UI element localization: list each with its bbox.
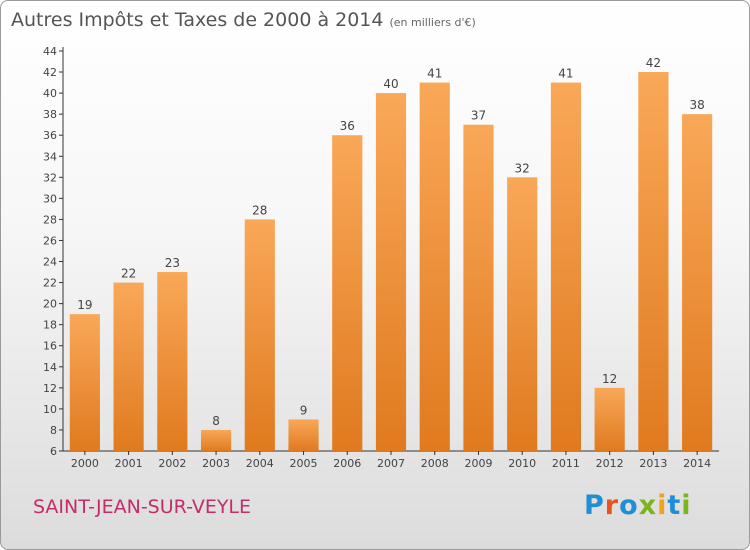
y-tick-label: 22 — [43, 277, 57, 290]
y-tick-label: 24 — [43, 256, 57, 269]
chart-title: Autres Impôts et Taxes de 2000 à 2014 (en… — [11, 9, 476, 31]
y-tick-label: 16 — [43, 340, 57, 353]
y-tick-label: 6 — [50, 445, 57, 458]
data-label: 12 — [602, 372, 617, 386]
bar — [682, 114, 713, 451]
y-tick-label: 44 — [43, 45, 57, 58]
y-tick-label: 26 — [43, 234, 57, 247]
bar — [288, 419, 319, 451]
y-tick-label: 20 — [43, 298, 57, 311]
x-tick-label: 2011 — [552, 457, 580, 470]
bar — [69, 314, 100, 451]
bar — [244, 219, 275, 451]
logo-letter: i — [657, 490, 668, 521]
logo-letter: i — [681, 490, 692, 521]
x-tick-label: 2008 — [421, 457, 449, 470]
data-label: 42 — [646, 56, 661, 70]
y-tick-label: 30 — [43, 192, 57, 205]
x-tick-label: 2014 — [683, 457, 711, 470]
title-text: Autres Impôts et Taxes de 2000 à 2014 — [11, 9, 384, 31]
data-label: 19 — [77, 298, 92, 312]
data-label: 8 — [212, 414, 220, 428]
x-tick-label: 2002 — [158, 457, 186, 470]
place-name: SAINT-JEAN-SUR-VEYLE — [33, 496, 252, 518]
y-tick-label: 10 — [43, 403, 57, 416]
logo-letter: r — [604, 490, 620, 521]
y-tick-label: 14 — [43, 361, 57, 374]
data-label: 28 — [252, 203, 267, 217]
bar — [332, 135, 363, 452]
bar — [200, 429, 232, 451]
y-tick-label: 8 — [50, 424, 57, 437]
data-label: 32 — [515, 161, 530, 175]
y-tick-label: 38 — [43, 108, 57, 121]
x-tick-label: 2006 — [333, 457, 361, 470]
x-tick-label: 2009 — [464, 457, 492, 470]
data-label: 38 — [689, 98, 704, 112]
x-tick-label: 2012 — [596, 457, 624, 470]
data-label: 37 — [471, 109, 486, 123]
data-label: 41 — [427, 67, 442, 81]
proxiti-logo: Proxiti — [584, 490, 692, 521]
y-tick-label: 34 — [43, 150, 57, 163]
bar — [463, 124, 494, 452]
y-tick-label: 12 — [43, 382, 57, 395]
logo-letter: t — [667, 490, 682, 521]
x-tick-label: 2004 — [246, 457, 274, 470]
y-tick-label: 18 — [43, 319, 57, 332]
bar — [113, 282, 144, 451]
logo-letter: o — [619, 490, 639, 521]
y-tick-label: 36 — [43, 129, 57, 142]
x-tick-label: 2013 — [639, 457, 667, 470]
bar — [638, 72, 669, 451]
y-tick-label: 32 — [43, 171, 57, 184]
bar — [419, 82, 450, 451]
bar — [157, 272, 188, 451]
x-tick-label: 2005 — [290, 457, 318, 470]
data-label: 9 — [300, 403, 308, 417]
data-label: 22 — [121, 267, 136, 281]
y-tick-label: 28 — [43, 213, 57, 226]
data-label: 40 — [383, 77, 398, 91]
unit-label: (en milliers d'€) — [389, 16, 476, 29]
data-label: 36 — [340, 119, 355, 133]
logo-letter: P — [584, 490, 605, 521]
logo-letter: x — [638, 490, 658, 521]
x-tick-label: 2000 — [71, 457, 99, 470]
bar — [550, 82, 582, 451]
x-tick-label: 2003 — [202, 457, 230, 470]
y-tick-label: 42 — [43, 66, 57, 79]
bar — [507, 177, 538, 451]
data-label: 23 — [165, 256, 180, 270]
bar — [375, 93, 407, 452]
x-tick-label: 2007 — [377, 457, 405, 470]
x-tick-label: 2010 — [508, 457, 536, 470]
bar — [594, 387, 625, 451]
data-label: 41 — [558, 67, 573, 81]
y-tick-label: 40 — [43, 87, 57, 100]
x-tick-label: 2001 — [115, 457, 143, 470]
